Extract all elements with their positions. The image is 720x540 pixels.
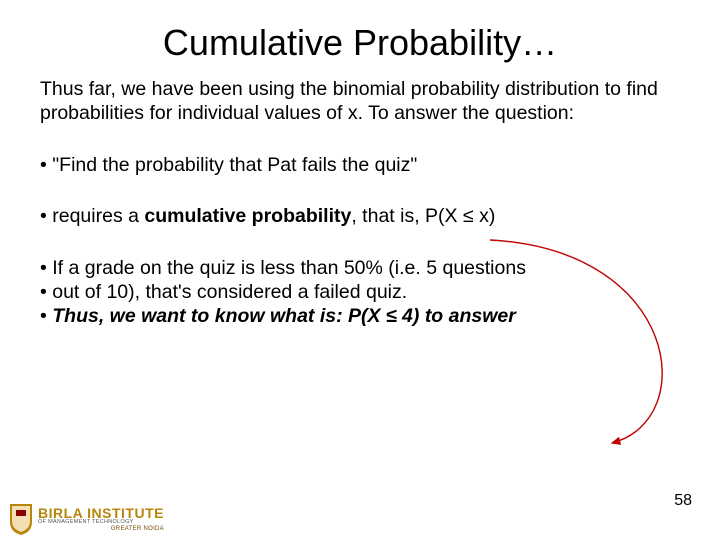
bullet-conclusion: • Thus, we want to know what is: P(X ≤ 4… — [40, 305, 680, 329]
bullet-find-probability: • "Find the probability that Pat fails t… — [40, 154, 680, 178]
slide: Cumulative Probability… Thus far, we hav… — [0, 0, 720, 540]
institute-logo: BIRLA INSTITUTE OF MANAGEMENT TECHNOLOGY… — [8, 502, 164, 536]
bullet-grade-block: • If a grade on the quiz is less than 50… — [40, 257, 680, 328]
bullet-conclusion-text: Thus, we want to know what is: P(X ≤ 4) … — [52, 305, 516, 327]
bullet-grade-line1: • If a grade on the quiz is less than 50… — [40, 257, 680, 281]
shield-icon — [8, 502, 34, 536]
logo-brand: BIRLA INSTITUTE — [38, 506, 164, 520]
bullet-bold-term: cumulative probability — [144, 205, 351, 227]
slide-title: Cumulative Probability… — [0, 0, 720, 78]
bullet-grade-line2: • out of 10), that's considered a failed… — [40, 281, 680, 305]
logo-subtitle: OF MANAGEMENT TECHNOLOGY — [38, 520, 164, 526]
page-number: 58 — [674, 492, 692, 510]
bullet-cumulative: • requires a cumulative probability, tha… — [40, 205, 680, 229]
bullet-suffix: , that is, P(X ≤ x) — [351, 205, 495, 227]
logo-location: GREATER NOIDA — [38, 526, 164, 532]
logo-text: BIRLA INSTITUTE OF MANAGEMENT TECHNOLOGY… — [38, 506, 164, 533]
intro-paragraph: Thus far, we have been using the binomia… — [40, 78, 680, 126]
bullet-prefix: • requires a — [40, 205, 144, 227]
bullet-text: "Find the probability that Pat fails the… — [52, 154, 417, 176]
bullet-marker: • — [40, 154, 52, 176]
slide-body: Thus far, we have been using the binomia… — [0, 78, 720, 328]
bullet-marker: • — [40, 305, 52, 327]
